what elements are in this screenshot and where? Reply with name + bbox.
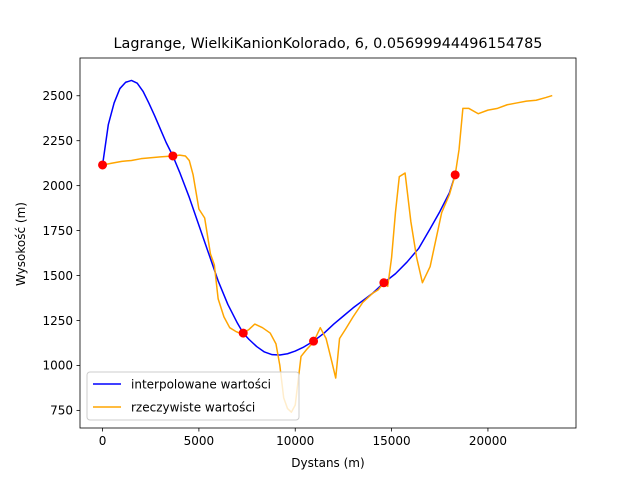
legend-label-actual: rzeczywiste wartości [131, 401, 255, 415]
axes: 0 5000 10000 15000 20000 750 1000 1250 1500 1750 2… [42, 57, 577, 448]
x-axis-label: Dystans (m) [291, 456, 364, 470]
legend: interpolowane wartości rzeczywiste warto… [86, 371, 300, 421]
node-marker [238, 328, 248, 338]
plot-area [98, 79, 553, 413]
node-marker [168, 151, 178, 161]
y-tick-label: 1750 [42, 224, 73, 238]
y-tick-label: 1250 [42, 314, 73, 328]
y-tick-label: 2000 [42, 179, 73, 193]
x-tick-label: 0 [99, 434, 107, 448]
x-tick-label: 10000 [276, 434, 314, 448]
node-marker [379, 278, 389, 288]
y-tick-label: 2250 [42, 134, 73, 148]
x-tick-label: 20000 [469, 434, 507, 448]
series-line-actual [101, 94, 553, 413]
y-tick-label: 1000 [42, 359, 73, 373]
x-tick-label: 15000 [372, 434, 410, 448]
y-tick-label: 1500 [42, 269, 73, 283]
node-marker [450, 170, 460, 180]
y-axis-label: Wysokość (m) [14, 202, 28, 286]
node-marker [98, 160, 108, 170]
x-tick-label: 5000 [184, 434, 215, 448]
legend-label-interpolated: interpolowane wartości [131, 378, 271, 392]
y-tick-label: 2500 [42, 89, 73, 103]
node-marker [309, 336, 319, 346]
chart-title: Lagrange, WielkiKanionKolorado, 6, 0.056… [114, 36, 543, 52]
legend-frame [86, 371, 300, 421]
axes-frame [79, 57, 577, 429]
y-tick-label: 750 [50, 404, 73, 418]
